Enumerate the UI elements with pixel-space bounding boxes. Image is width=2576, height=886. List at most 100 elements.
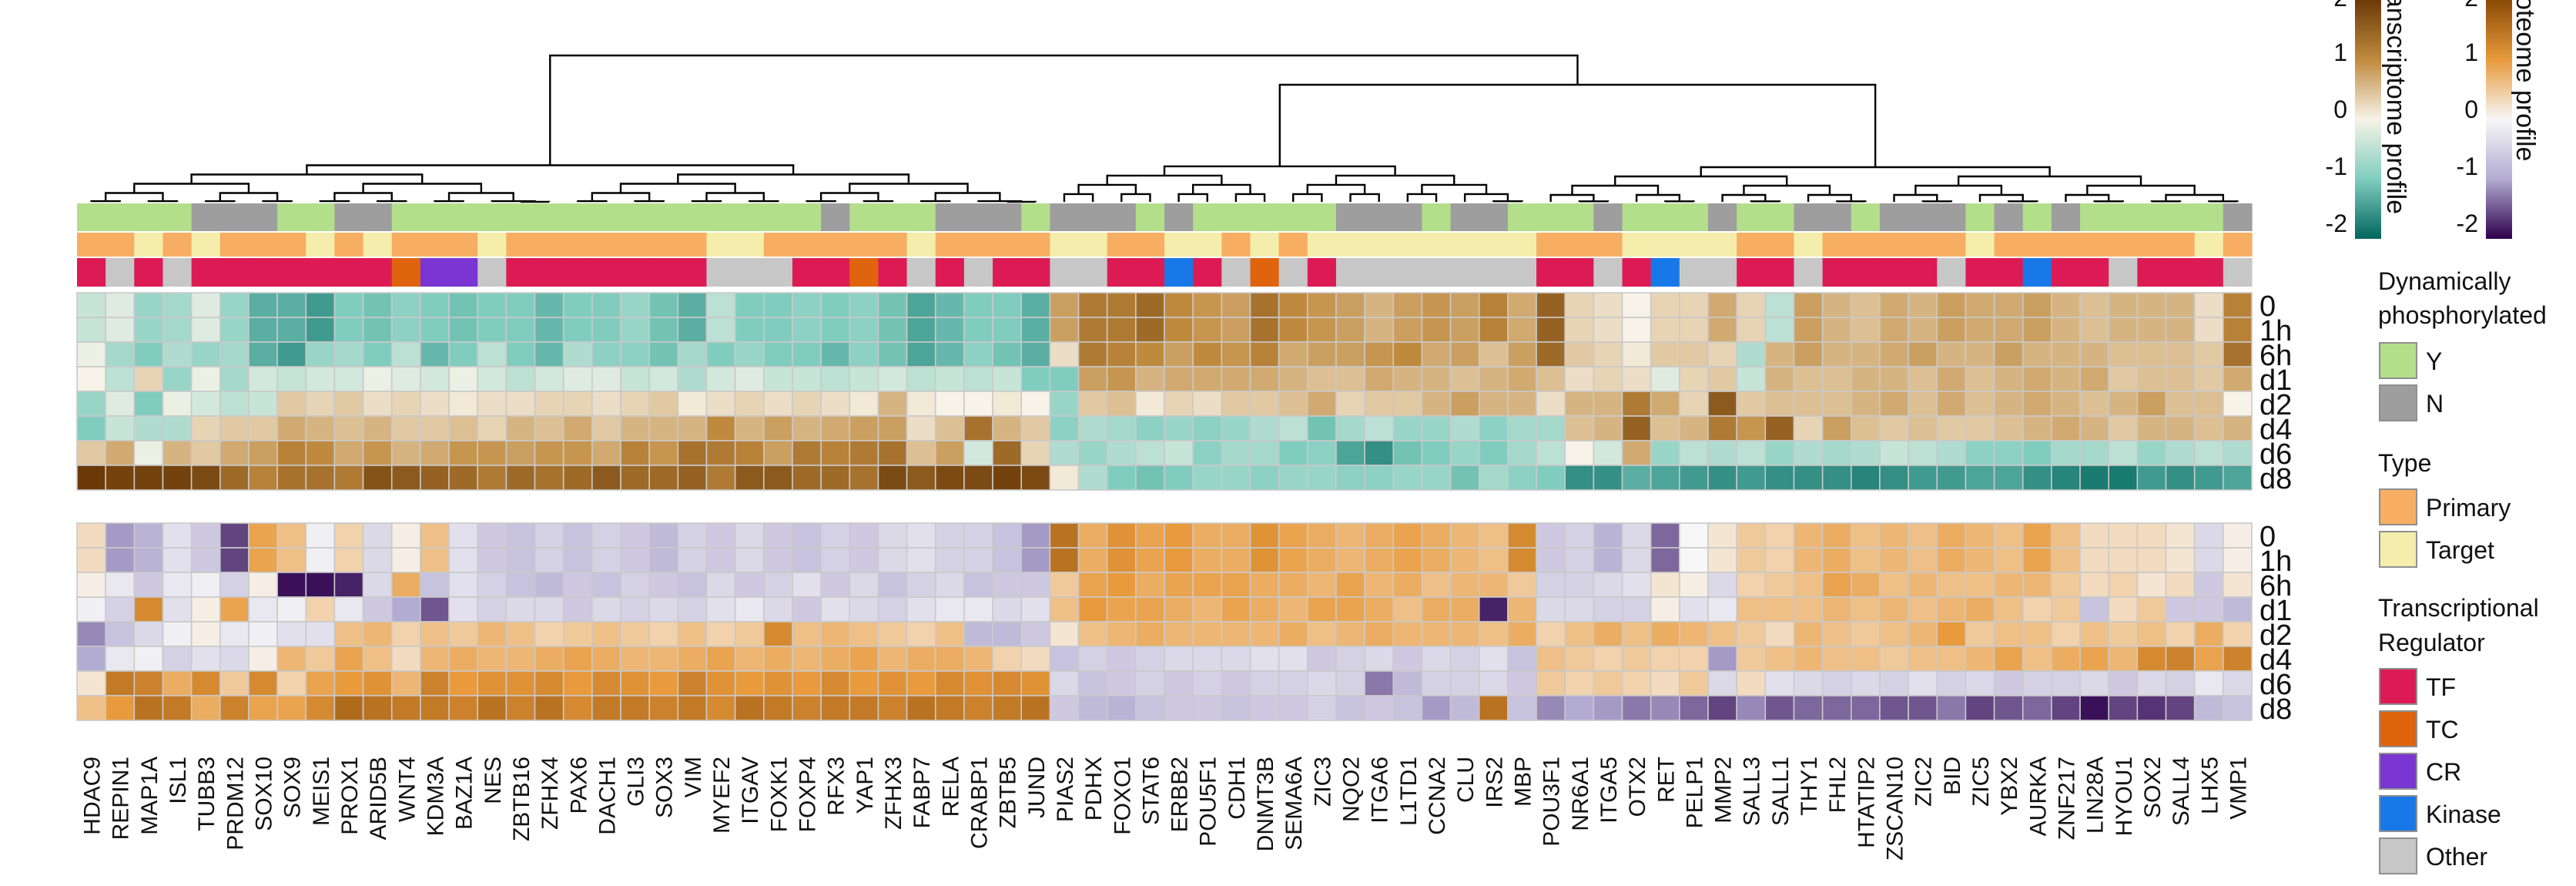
proteome-cell [1821,572,1852,598]
transcriptome-cell [1793,391,1824,417]
proteome-cell [333,621,364,647]
phospho-annotation-cell [363,203,393,231]
proteome-cell [1049,621,1080,647]
transcriptome-cell [1478,440,1509,466]
proteome-cell [1164,621,1194,647]
type-annotation-cell [1050,233,1080,257]
type-annotation-cell [2051,233,2081,257]
proteome-cell [305,646,336,672]
regulator-annotation-cell [1794,258,1824,287]
transcriptome-cell [648,292,679,318]
phospho-annotation-cell [2194,203,2224,231]
proteome-cell [2136,522,2167,549]
phospho-annotation-cell [1965,203,1995,231]
transcriptome-cell [133,341,164,367]
proteome-cell [1621,621,1652,647]
transcriptome-cell [1593,366,1623,392]
transcriptome-cell [219,391,250,417]
transcriptome-cell [1936,440,1967,466]
dendrogram-link [376,200,407,203]
transcriptome-cell [248,341,278,367]
proteome-cell [1335,596,1365,623]
regulator-annotation-cell [935,258,965,287]
regulator-annotation-cell [1422,258,1452,287]
gene-label: ZBTB16 [509,757,534,841]
proteome-cell [620,670,650,696]
dendrogram-link [2086,184,2196,195]
transcriptome-cell [505,440,536,466]
proteome-cell [305,547,336,573]
proteome-cell [1077,547,1108,573]
transcriptome-cell [390,440,421,466]
dendrogram-link [863,200,894,203]
proteome-cell [792,646,822,672]
proteome-cell [1278,646,1308,672]
transcriptome-cell [2223,341,2253,367]
phospho-annotation-cell [77,203,106,231]
colorbar-tick: 2 [2464,0,2478,12]
proteome-cell [677,621,708,647]
proteome-cell [2136,596,2167,623]
transcriptome-cell [305,341,336,367]
proteome-cell [448,621,479,647]
transcriptome-cell [1879,391,1909,417]
transcriptome-cell [992,341,1023,367]
proteome-cell [248,547,278,573]
proteome-cell [477,547,507,573]
phospho-annotation-cell [1650,203,1680,231]
proteome-cell [1707,670,1737,696]
proteome-cell [1764,646,1795,672]
transcriptome-cell [2193,415,2224,441]
transcriptome-cell [906,391,936,417]
proteome-cell [1306,621,1337,647]
proteome-cell [76,621,106,647]
transcriptome-cell [276,465,307,491]
proteome-cell [992,646,1023,672]
transcriptome-cell [705,366,736,392]
type-annotation-cell [1307,233,1337,257]
proteome-cell [992,572,1023,598]
proteome-cell [648,621,679,647]
type-annotation-cell [2022,233,2052,257]
proteome-cell [1449,522,1480,549]
dendrogram-link [634,200,665,203]
transcriptome-row-label: d4 [2259,414,2292,446]
phospho-annotation-cell [1164,203,1194,231]
transcriptome-cell [1192,292,1223,318]
proteome-cell [1449,596,1480,623]
type-annotation-cell [1679,233,1709,257]
proteome-cell [792,596,822,623]
proteome-cell [219,572,250,598]
dendrogram-link [262,200,293,203]
proteome-cell [333,646,364,672]
proteome-cell [1507,596,1537,623]
proteome-cell [620,522,650,549]
proteome-cell [76,596,106,623]
transcriptome-cell [906,292,936,318]
proteome-cell [362,695,393,721]
proteome-cell [305,621,336,647]
proteome-cell [677,646,708,672]
proteome-cell [620,621,650,647]
proteome-cell [2108,522,2139,549]
proteome-cell [2136,547,2167,573]
phospho-annotation-cell [849,203,879,231]
transcriptome-cell [448,415,479,441]
proteome-cell [1879,670,1909,696]
dendrogram-link [1278,83,1877,167]
type-annotation-cell [1221,233,1251,257]
transcriptome-cell [1679,317,1709,343]
transcriptome-cell [1421,366,1452,392]
proteome-cell [1965,695,1995,721]
proteome-cell [992,522,1023,549]
transcriptome-cell [1850,391,1881,417]
proteome-cell [505,670,536,696]
proteome-cell [1593,547,1623,573]
phospho-annotation-cell [277,203,307,231]
transcriptome-cell [705,317,736,343]
type-annotation-cell [2223,233,2253,257]
proteome-cell [963,522,993,549]
transcriptome-cell [1135,341,1165,367]
dendrogram-link [2165,193,2225,202]
transcriptome-cell [1736,341,1767,367]
